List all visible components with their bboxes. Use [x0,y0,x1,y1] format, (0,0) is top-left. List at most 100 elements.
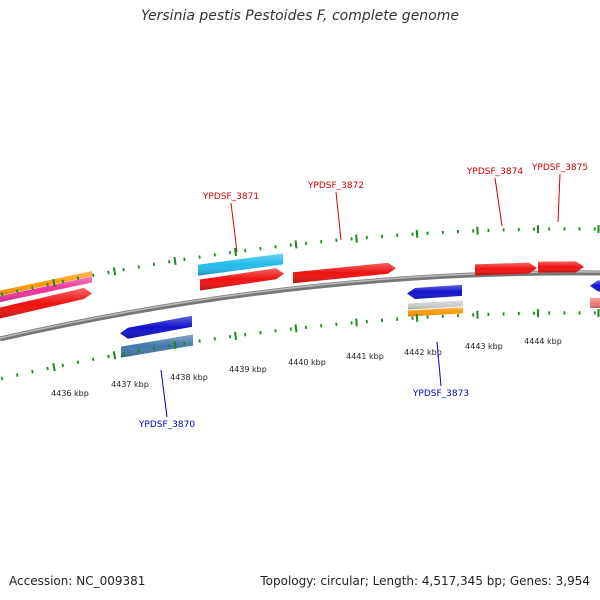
inner-scale-track-dot [517,311,520,316]
outer-scale-track-major-tick [597,224,600,233]
outer-scale-track-major-tick [52,279,56,288]
outer-scale-track-major-tick [294,240,298,249]
outer-scale-track-dot [122,267,125,272]
gene-arrow[interactable] [407,284,462,300]
outer-scale-track-dot [578,227,581,231]
outer-scale-track-dot [593,227,596,231]
gene-leader-line [335,191,342,241]
feature-block[interactable] [0,271,92,297]
outer-scale-track-dot [46,282,49,287]
inner-scale-track-dot [441,314,444,319]
inner-scale-track-dot [502,312,505,316]
inner-scale-track-dot [0,376,4,381]
inner-scale-track-major-tick [355,318,358,327]
gene-arrow[interactable] [0,288,92,320]
inner-scale-track-dot [31,370,34,374]
inner-scale-track-dot [533,311,535,315]
inner-scale-track-dot [426,315,429,319]
outer-scale-track-dot [61,279,65,284]
tick-label: 4437 kbp [111,380,149,389]
tick-label: 4436 kbp [51,389,89,398]
outer-scale-track-dot [289,243,292,247]
gene-label[interactable]: YPDSF_3875 [531,163,588,173]
inner-scale-track-major-tick [52,363,56,372]
feature-block[interactable] [408,300,463,310]
outer-scale-track-dot [533,227,535,231]
outer-scale-track-dot [107,270,110,275]
gene-label[interactable]: YPDSF_3873 [412,389,469,399]
gene-leader-line [557,173,561,223]
tick-label: 4443 kbp [465,342,503,351]
map-title: Yersinia pestis Pestoides F, complete ge… [141,8,459,24]
outer-scale-track-dot [213,253,216,257]
gene-label[interactable]: YPDSF_3872 [307,181,364,191]
inner-scale-track-dot [228,334,232,339]
inner-scale-track-dot [320,324,323,328]
inner-scale-track-dot [152,346,156,351]
inner-scale-track-dot [593,311,596,315]
tick-label: 4442 kbp [404,348,442,357]
outer-scale-track-dot [259,246,262,251]
outer-scale-track-dot [396,233,399,237]
outer-scale-track-dot [198,255,201,259]
gene-label[interactable]: YPDSF_3874 [466,167,523,177]
gene-arrow[interactable] [200,268,284,291]
outer-scale-track-major-tick [233,247,238,257]
inner-scale-track-dot [289,327,292,331]
inner-scale-track-dot [304,325,308,330]
outer-scale-track-dot [92,273,95,278]
inner-scale-track-major-tick [536,309,540,318]
outer-scale-track-dot [183,257,186,262]
tick-label: 4441 kbp [346,352,384,361]
inner-scale-track-dot [168,344,171,348]
outer-scale-track-dot [228,250,232,255]
gene-arrow[interactable] [590,280,600,292]
outer-scale-track-dot [0,292,4,297]
tick-label: 4438 kbp [170,373,208,382]
inner-scale-track-dot [76,360,80,365]
feature-block[interactable] [408,307,463,317]
gene-arrow[interactable] [293,262,396,284]
feature-block[interactable] [590,297,600,309]
gene-label[interactable]: YPDSF_3871 [202,192,259,202]
outer-scale-track-dot [15,289,19,293]
outer-scale-track-dot [548,227,551,231]
outer-scale-track-major-tick [355,234,358,243]
inner-scale-track-dot [46,366,49,371]
inner-scale-track-dot [183,341,186,346]
gene-leader-line [160,369,168,418]
outer-scale-track-major-tick [536,225,540,234]
inner-scale-track-dot [365,319,368,324]
outer-scale-track-major-tick [415,229,419,238]
inner-scale-track-dot [107,354,110,359]
outer-scale-track-dot [517,227,520,232]
gene-leader-line [436,341,442,387]
inner-scale-track-dot [472,313,475,317]
inner-scale-track-dot [244,332,247,337]
feature-block[interactable] [0,276,92,304]
inner-scale-track-major-tick [476,310,479,319]
feature-block[interactable] [198,253,283,276]
gene-arrow[interactable] [538,261,584,273]
inner-scale-track-dot [335,322,338,326]
genome-summary-text: Topology: circular; Length: 4,517,345 bp… [260,574,590,588]
inner-scale-track-major-tick [415,313,419,322]
outer-scale-track-dot [76,276,80,281]
inner-scale-track-dot [259,330,262,335]
outer-scale-track-dot [380,234,384,238]
inner-scale-track-dot [213,337,216,341]
inner-scale-track-dot [487,312,490,317]
inner-scale-track-major-tick [233,331,238,341]
inner-scale-track-major-tick [597,308,600,317]
gene-label[interactable]: YPDSF_3870 [138,420,195,430]
gene-arrow[interactable] [475,262,537,276]
inner-scale-track-dot [396,317,399,321]
inner-scale-track-major-tick [173,340,177,349]
inner-scale-track-dot [137,349,140,353]
outer-scale-track-dot [365,235,368,240]
outer-scale-track-major-tick [476,226,479,235]
inner-scale-track-dot [15,373,19,377]
inner-scale-track-major-tick [294,324,298,333]
gene-arrow[interactable] [120,315,192,339]
outer-scale-track-dot [320,240,323,244]
